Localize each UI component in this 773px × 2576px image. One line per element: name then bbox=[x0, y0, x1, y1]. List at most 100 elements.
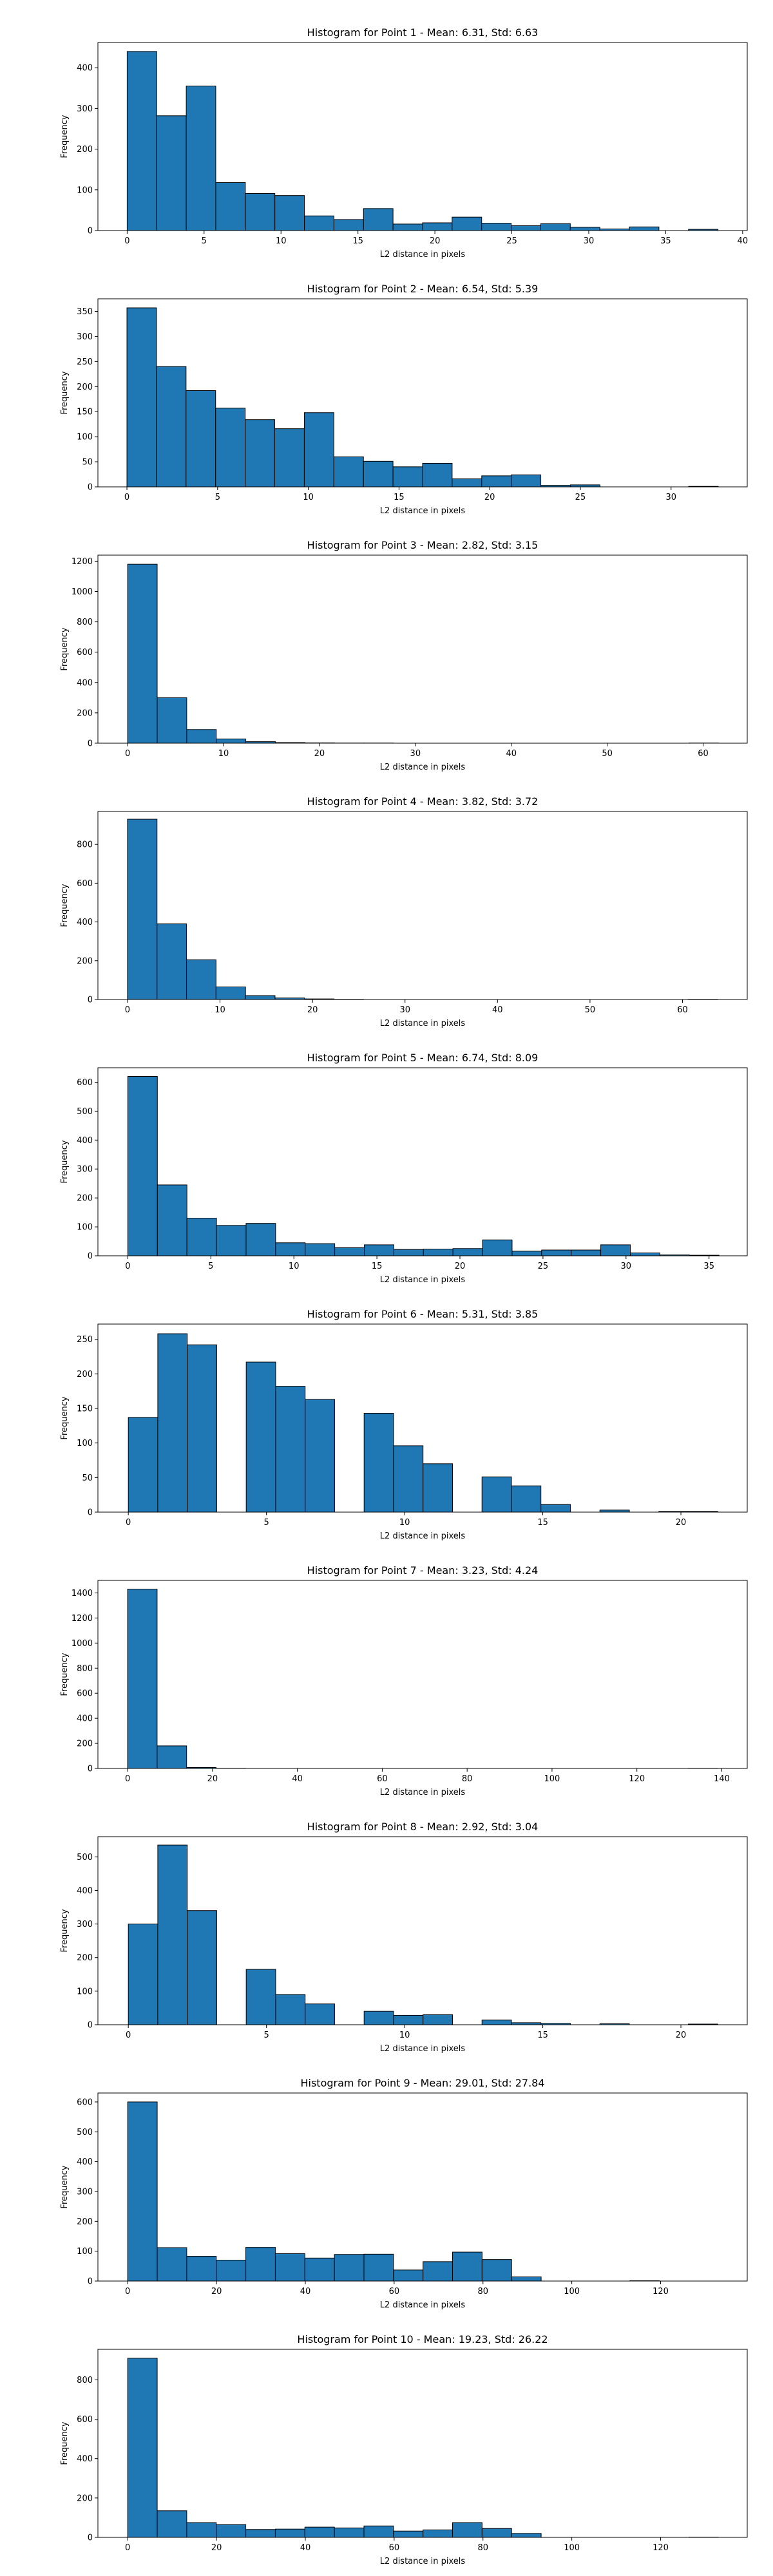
histogram-panel-7: Histogram for Point 7 - Mean: 3.23, Std:… bbox=[60, 1564, 748, 1797]
y-tick-label: 400 bbox=[77, 918, 93, 927]
chart-title: Histogram for Point 1 - Mean: 6.31, Std:… bbox=[307, 26, 539, 39]
histogram-bar bbox=[304, 2257, 335, 2282]
histogram-bar bbox=[511, 2533, 542, 2538]
histogram-bar bbox=[127, 1589, 158, 1769]
histogram-bar bbox=[128, 1924, 158, 2025]
histogram-bar bbox=[452, 2251, 482, 2282]
y-tick-label: 300 bbox=[77, 1165, 93, 1175]
x-tick-label: 40 bbox=[506, 749, 517, 759]
histogram-bar bbox=[245, 2247, 276, 2282]
histogram-bar bbox=[245, 1969, 276, 2025]
x-tick-label: 0 bbox=[125, 1262, 130, 1271]
histogram-bar bbox=[215, 182, 246, 231]
histogram-bar bbox=[363, 1412, 394, 1513]
x-tick-label: 40 bbox=[300, 2543, 311, 2553]
histogram-bar bbox=[157, 2247, 187, 2282]
x-tick-label: 60 bbox=[377, 1774, 388, 1784]
y-tick-label: 1200 bbox=[72, 1614, 93, 1624]
x-tick-label: 15 bbox=[352, 236, 363, 246]
y-tick-label: 300 bbox=[77, 332, 93, 342]
y-tick-label: 600 bbox=[77, 1689, 93, 1699]
y-axis-label: Frequency bbox=[60, 2165, 70, 2208]
histogram-bar bbox=[363, 208, 394, 231]
histogram-bar bbox=[126, 51, 157, 231]
y-tick-label: 200 bbox=[77, 956, 93, 966]
histogram-bar bbox=[600, 1244, 631, 1256]
x-tick-label: 35 bbox=[660, 236, 671, 246]
histogram-bar bbox=[305, 1399, 335, 1513]
histogram-bar bbox=[481, 475, 512, 488]
y-tick-label: 600 bbox=[77, 1078, 93, 1088]
x-tick-label: 10 bbox=[289, 1262, 300, 1271]
x-tick-label: 20 bbox=[484, 493, 495, 502]
histogram-bar bbox=[541, 1249, 572, 1256]
axes-frame bbox=[97, 1580, 748, 1769]
histogram-bar bbox=[481, 2259, 512, 2282]
x-tick-label: 30 bbox=[410, 749, 421, 759]
histogram-panel-3: Histogram for Point 3 - Mean: 2.82, Std:… bbox=[60, 539, 748, 772]
x-axis-label: L2 distance in pixels bbox=[380, 762, 466, 772]
y-tick-label: 200 bbox=[77, 2494, 93, 2503]
x-tick-label: 20 bbox=[307, 1005, 318, 1015]
x-tick-label: 20 bbox=[676, 2031, 687, 2040]
y-tick-label: 250 bbox=[77, 357, 93, 367]
y-tick-label: 800 bbox=[77, 2376, 93, 2385]
y-tick-label: 300 bbox=[77, 2187, 93, 2197]
x-tick-label: 25 bbox=[575, 493, 586, 502]
x-tick-label: 0 bbox=[126, 1518, 131, 1528]
histogram-panel-1: Histogram for Point 1 - Mean: 6.31, Std:… bbox=[60, 26, 748, 260]
y-tick-label: 1400 bbox=[72, 1589, 93, 1598]
histogram-bar bbox=[245, 419, 276, 488]
histogram-bar bbox=[245, 2529, 276, 2538]
axes-frame bbox=[97, 2092, 748, 2282]
x-axis-label: L2 distance in pixels bbox=[380, 1788, 466, 1797]
histogram-bar bbox=[157, 1333, 188, 1513]
x-tick-label: 5 bbox=[208, 1262, 213, 1271]
histogram-bar bbox=[245, 193, 276, 231]
y-tick-label: 200 bbox=[77, 1953, 93, 1963]
x-tick-label: 25 bbox=[538, 1262, 549, 1271]
y-tick-label: 400 bbox=[77, 1714, 93, 1724]
histogram-bar bbox=[363, 2525, 394, 2538]
histogram-bar bbox=[629, 226, 660, 231]
x-axis-label: L2 distance in pixels bbox=[380, 1531, 466, 1541]
y-tick-label: 200 bbox=[77, 708, 93, 718]
y-tick-label: 0 bbox=[88, 739, 93, 749]
x-tick-label: 20 bbox=[211, 2543, 222, 2553]
y-axis-label: Frequency bbox=[60, 1653, 70, 1696]
axes-frame bbox=[97, 811, 748, 1000]
histogram-bar bbox=[304, 2526, 335, 2538]
histogram-bar bbox=[540, 1504, 571, 1513]
y-tick-label: 800 bbox=[77, 840, 93, 850]
histogram-bar bbox=[275, 1242, 306, 1256]
y-tick-label: 200 bbox=[77, 1370, 93, 1379]
y-axis-label: Frequency bbox=[60, 627, 70, 670]
histogram-bar bbox=[422, 222, 453, 231]
chart-title: Histogram for Point 4 - Mean: 3.82, Std:… bbox=[307, 795, 539, 808]
x-tick-label: 100 bbox=[544, 1774, 560, 1784]
y-tick-label: 800 bbox=[77, 618, 93, 627]
histogram-bar bbox=[245, 1223, 276, 1256]
y-tick-label: 200 bbox=[77, 145, 93, 155]
histogram-bar bbox=[392, 223, 423, 231]
histogram-bar bbox=[274, 428, 305, 488]
y-tick-label: 400 bbox=[77, 678, 93, 688]
histogram-panel-4: Histogram for Point 4 - Mean: 3.82, Std:… bbox=[60, 795, 748, 1028]
y-tick-label: 300 bbox=[77, 104, 93, 114]
y-tick-label: 50 bbox=[82, 1473, 93, 1483]
histogram-bar bbox=[482, 1239, 513, 1256]
x-tick-label: 0 bbox=[125, 2543, 130, 2553]
x-tick-label: 60 bbox=[389, 2543, 400, 2553]
histogram-panel-5: Histogram for Point 5 - Mean: 6.74, Std:… bbox=[60, 1052, 748, 1285]
histogram-bar bbox=[157, 923, 187, 1000]
histogram-bar bbox=[127, 1075, 158, 1256]
x-tick-label: 50 bbox=[585, 1005, 596, 1015]
histogram-bar bbox=[245, 1361, 276, 1513]
chart-title: Histogram for Point 7 - Mean: 3.23, Std:… bbox=[307, 1564, 539, 1577]
x-tick-label: 40 bbox=[492, 1005, 503, 1015]
y-tick-label: 150 bbox=[77, 1404, 93, 1414]
y-tick-label: 100 bbox=[77, 1439, 93, 1448]
histogram-bar bbox=[540, 223, 571, 231]
x-axis-label: L2 distance in pixels bbox=[380, 2557, 466, 2566]
histogram-panel-8: Histogram for Point 8 - Mean: 2.92, Std:… bbox=[60, 1821, 748, 2054]
